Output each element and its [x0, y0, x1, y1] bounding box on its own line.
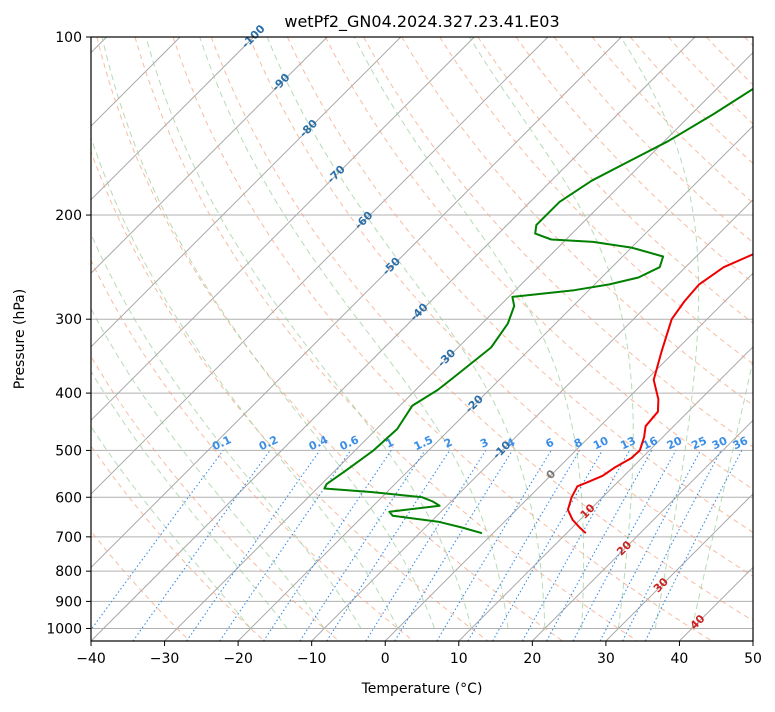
x-tick-label: 10 [450, 651, 468, 667]
y-tick-label: 600 [55, 490, 82, 506]
y-tick-label: 100 [55, 30, 82, 46]
mixing-ratio-label: 6 [544, 436, 557, 451]
x-tick-label: −30 [150, 651, 180, 667]
moist-adiabat [354, 37, 583, 629]
y-tick-label: 900 [55, 594, 82, 610]
dry-adiabat [516, 37, 775, 641]
x-axis-label: Temperature (°C) [361, 681, 483, 697]
moist-adiabat [0, 37, 251, 629]
mixing-ratio-label: 25 [689, 434, 708, 452]
mixing-ratio-line [264, 450, 392, 641]
moist-adiabat [469, 37, 633, 629]
mixing-ratio-line [600, 450, 701, 641]
y-tick-label: 800 [55, 564, 82, 580]
data-series [324, 37, 775, 533]
x-tick-label: −40 [76, 651, 106, 667]
dry-adiabat [707, 37, 775, 641]
mixing-ratio-line [645, 450, 742, 641]
mixing-ratio-label: 30 [710, 434, 730, 452]
isotherm-gridline [0, 37, 401, 641]
dry-adiabat [135, 37, 637, 641]
mixing-ratio-label: 20 [665, 434, 685, 452]
adiabat-label: 30 [651, 575, 671, 595]
x-tick-label: −10 [297, 651, 327, 667]
dry-adiabat [745, 37, 775, 641]
y-tick-label: 400 [55, 386, 82, 402]
isotherm-gridline [753, 37, 775, 641]
isotherm-gridline [165, 37, 769, 641]
mixing-ratio-line [437, 450, 551, 641]
x-tick-label: 20 [523, 651, 541, 667]
adiabat-label: -30 [435, 346, 458, 369]
y-tick-label: 700 [55, 530, 82, 546]
moist-adiabat [621, 37, 699, 629]
x-tick-label: 40 [671, 651, 689, 667]
y-tick-label: 500 [55, 443, 82, 459]
moist-adiabat [200, 37, 508, 629]
y-tick-label: 300 [55, 312, 82, 328]
y-tick-label: 1000 [46, 621, 82, 637]
mixing-ratio-label: 3 [478, 436, 490, 451]
dry-adiabat [59, 37, 488, 641]
isotherm-gridline [532, 37, 775, 641]
dry-adiabat [21, 37, 414, 641]
mixing-ratio-line [220, 450, 351, 641]
mixing-ratio-line [366, 450, 486, 641]
isotherm-gridline [679, 37, 775, 641]
background-lines [0, 37, 775, 641]
isotherm-gridline [91, 37, 695, 641]
dry-adiabat [0, 37, 264, 641]
adiabat-label: -60 [352, 208, 375, 231]
y-tick-label: 200 [55, 208, 82, 224]
profile-series-line [568, 37, 775, 533]
plot-frame [91, 37, 753, 641]
x-tick-label: 0 [381, 651, 390, 667]
x-tick-label: 50 [744, 651, 762, 667]
mixing-ratio-line [547, 450, 652, 641]
moist-adiabat [692, 37, 775, 629]
chart-title: wetPf2_GN04.2024.327.23.41.E03 [284, 12, 559, 32]
dry-adiabat [0, 37, 339, 641]
isotherm-gridline [0, 37, 254, 641]
x-tick-label: 30 [597, 651, 615, 667]
dry-adiabat [0, 37, 190, 641]
moist-adiabat [0, 37, 287, 629]
mixing-ratio-line [327, 450, 450, 641]
moist-adiabat [102, 37, 434, 629]
isotherm-gridline [0, 37, 548, 641]
mixing-ratio-line [83, 450, 223, 641]
profile-series-line [324, 37, 775, 533]
dry-adiabat [97, 37, 563, 641]
dry-adiabat [668, 37, 775, 641]
mixing-ratio-label: 36 [731, 434, 751, 452]
mixing-ratio-label: 2 [442, 436, 454, 451]
mixing-ratio-label: 10 [591, 434, 611, 452]
y-axis-label: Pressure (hPa) [12, 289, 28, 389]
mixing-ratio-label: 13 [618, 434, 637, 452]
x-tick-label: −20 [223, 651, 253, 667]
